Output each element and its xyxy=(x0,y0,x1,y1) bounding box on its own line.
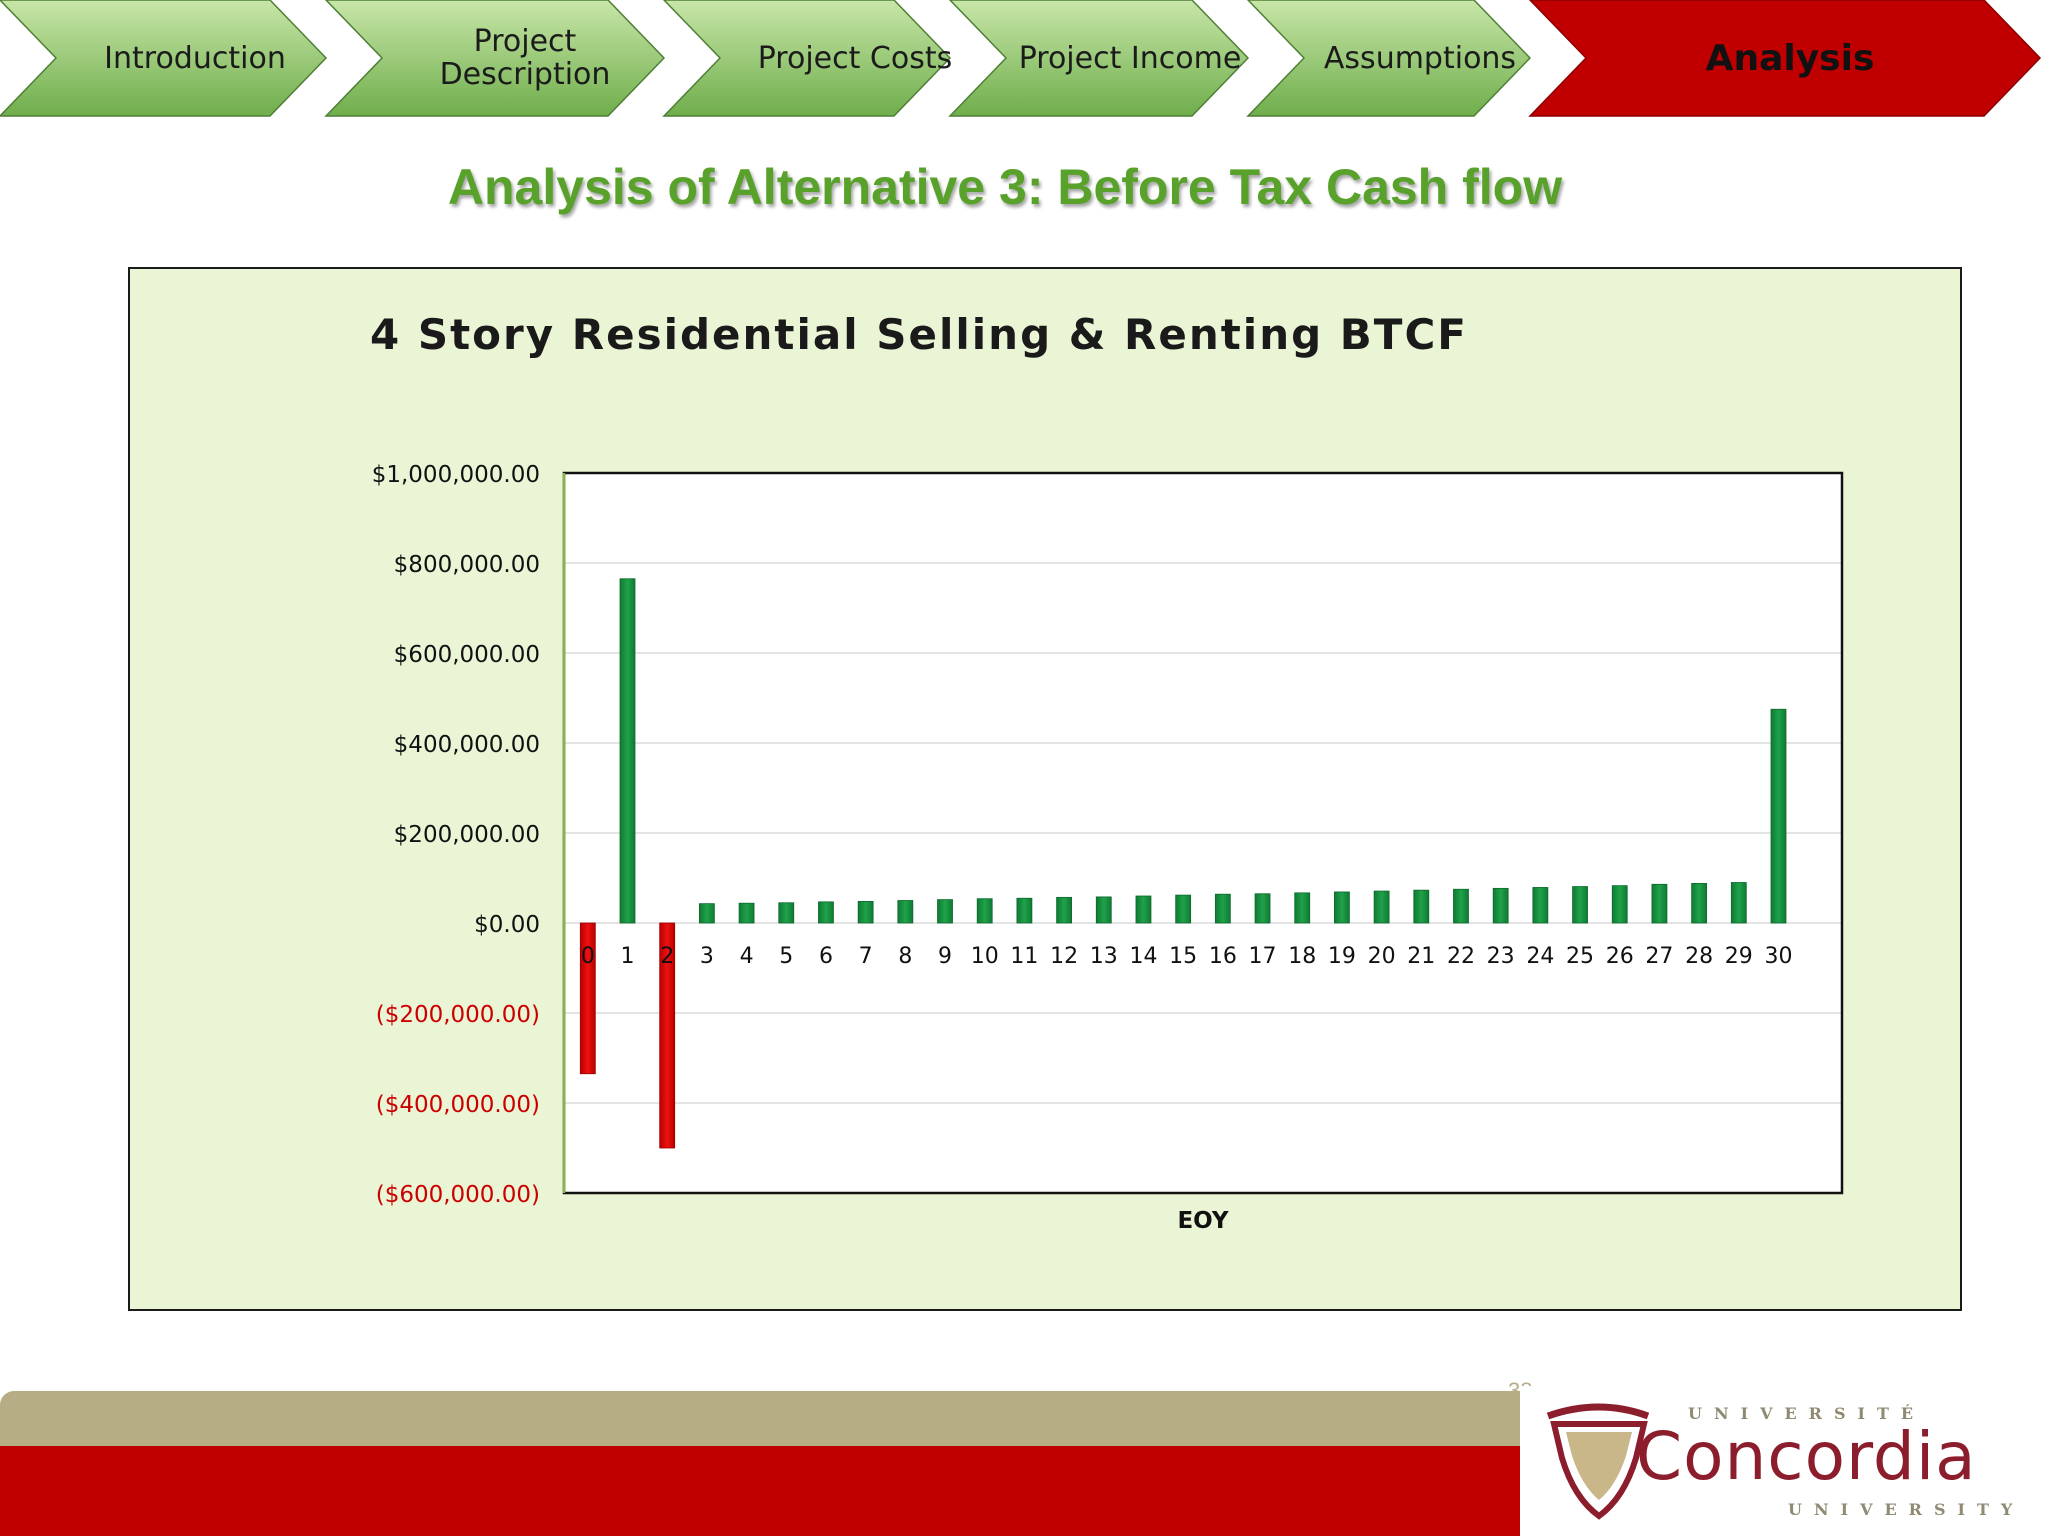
bar-eoy-18 xyxy=(1294,892,1311,924)
nav-tab-3[interactable]: Project Income xyxy=(1018,40,1242,76)
x-tick-label: 7 xyxy=(859,944,873,969)
bar-eoy-25 xyxy=(1572,886,1588,924)
x-tick-label: 11 xyxy=(1010,944,1038,969)
x-tick-label: 12 xyxy=(1050,944,1078,969)
footer-band-tan xyxy=(0,1391,1530,1451)
y-tick-label: $200,000.00 xyxy=(394,822,540,848)
y-tick-label: $800,000.00 xyxy=(394,552,540,578)
x-tick-label: 26 xyxy=(1606,944,1634,969)
bar-eoy-26 xyxy=(1611,885,1628,924)
logo-top-text: UNIVERSITÉ xyxy=(1688,1404,1926,1423)
nav-tab-shape-0 xyxy=(0,0,328,117)
x-tick-label: 27 xyxy=(1645,944,1673,969)
section-navigation: Introduction Project Description Project C… xyxy=(0,0,2048,118)
bar-eoy-21 xyxy=(1413,889,1430,924)
bar-eoy-27 xyxy=(1651,883,1668,924)
bar-eoy-20 xyxy=(1373,890,1390,924)
x-tick-label: 19 xyxy=(1328,944,1356,969)
chart-panel: 4 Story Residential Selling & Renting BT… xyxy=(128,267,1962,1311)
x-tick-label: 8 xyxy=(898,944,912,969)
y-tick-label: ($600,000.00) xyxy=(376,1182,540,1208)
nav-tab-shape-2 xyxy=(662,0,952,117)
bar-eoy-11 xyxy=(1016,897,1033,924)
nav-tab-shape-1 xyxy=(324,0,666,117)
x-tick-label: 30 xyxy=(1764,944,1792,969)
bar-eoy-24 xyxy=(1532,887,1549,924)
bar-eoy-30 xyxy=(1770,708,1787,924)
bar-eoy-8 xyxy=(897,900,914,924)
x-tick-label: 13 xyxy=(1090,944,1118,969)
x-tick-label: 25 xyxy=(1566,944,1594,969)
nav-tab-shape-3 xyxy=(948,0,1250,117)
x-tick-label: 2 xyxy=(660,944,674,969)
x-tick-label: 14 xyxy=(1129,944,1157,969)
y-tick-label: $1,000,000.00 xyxy=(372,462,540,488)
x-tick-label: 18 xyxy=(1288,944,1316,969)
nav-tab-4[interactable]: Assumptions xyxy=(1323,40,1517,76)
x-tick-label: 22 xyxy=(1447,944,1475,969)
bar-eoy-16 xyxy=(1214,893,1231,924)
nav-tab-shape-4 xyxy=(1246,0,1532,117)
nav-arrows xyxy=(0,0,2042,117)
x-tick-label: 10 xyxy=(971,944,999,969)
x-tick-label: 3 xyxy=(700,944,714,969)
x-tick-label: 0 xyxy=(581,944,595,969)
bar-eoy-10 xyxy=(976,898,993,924)
nav-tab-0[interactable]: Introduction xyxy=(104,40,286,76)
x-tick-label: 4 xyxy=(740,944,754,969)
x-tick-label: 17 xyxy=(1249,944,1277,969)
bar-eoy-9 xyxy=(937,899,953,924)
x-tick-label: 23 xyxy=(1487,944,1515,969)
y-tick-label: $600,000.00 xyxy=(394,642,540,668)
x-tick-label: 16 xyxy=(1209,944,1237,969)
bar-eoy-0 xyxy=(579,922,596,1075)
bar-eoy-22 xyxy=(1453,888,1469,924)
x-axis-label: EOY xyxy=(1177,1208,1228,1234)
bar-eoy-6 xyxy=(818,901,834,924)
x-tick-label: 5 xyxy=(779,944,793,969)
footer-band-red xyxy=(0,1446,1520,1536)
nav-tab-shape-5 xyxy=(1528,0,2042,117)
bar-eoy-14 xyxy=(1135,895,1152,924)
btcf-bar-chart: 4 Story Residential Selling & Renting BT… xyxy=(370,310,1844,1234)
nav-tab-1[interactable]: Project Description xyxy=(439,24,611,92)
slide-title: Analysis of Alternative 3: Before Tax Ca… xyxy=(447,159,1563,215)
bar-eoy-23 xyxy=(1492,887,1509,924)
nav-tab-5[interactable]: Analysis xyxy=(1705,37,1875,79)
x-tick-label: 1 xyxy=(621,944,635,969)
bar-eoy-19 xyxy=(1334,891,1350,924)
logo-bottom-text: UNIVERSITY xyxy=(1788,1500,2025,1519)
x-tick-label: 9 xyxy=(938,944,952,969)
x-tick-label: 21 xyxy=(1407,944,1435,969)
y-tick-label: ($200,000.00) xyxy=(376,1002,540,1028)
x-tick-label: 29 xyxy=(1725,944,1753,969)
bar-eoy-1 xyxy=(619,578,636,924)
bar-eoy-7 xyxy=(857,901,874,924)
nav-tab-2[interactable]: Project Costs xyxy=(757,40,953,76)
y-tick-label: ($400,000.00) xyxy=(376,1092,540,1118)
x-tick-label: 24 xyxy=(1526,944,1554,969)
bar-eoy-3 xyxy=(698,903,715,924)
logo-wordmark: Concordia xyxy=(1636,1418,1977,1495)
chart-title: 4 Story Residential Selling & Renting BT… xyxy=(370,310,1468,359)
bar-eoy-28 xyxy=(1691,883,1708,924)
x-tick-label: 28 xyxy=(1685,944,1713,969)
x-tick-label: 20 xyxy=(1368,944,1396,969)
bar-eoy-5 xyxy=(778,902,795,924)
bar-eoy-29 xyxy=(1730,882,1747,924)
shield-emblem-icon xyxy=(1546,1403,1650,1520)
bar-eoy-13 xyxy=(1095,896,1112,924)
bar-eoy-17 xyxy=(1254,893,1271,924)
bar-eoy-15 xyxy=(1175,894,1192,924)
bar-eoy-2 xyxy=(659,922,676,1149)
concordia-logo: UNIVERSITÉ Concordia UNIVERSITY xyxy=(1520,1386,2048,1536)
x-tick-label: 15 xyxy=(1169,944,1197,969)
bar-eoy-4 xyxy=(738,902,755,924)
bar-eoy-12 xyxy=(1056,896,1072,924)
y-tick-label: $400,000.00 xyxy=(394,732,540,758)
y-tick-label: $0.00 xyxy=(474,912,540,938)
x-tick-label: 6 xyxy=(819,944,833,969)
